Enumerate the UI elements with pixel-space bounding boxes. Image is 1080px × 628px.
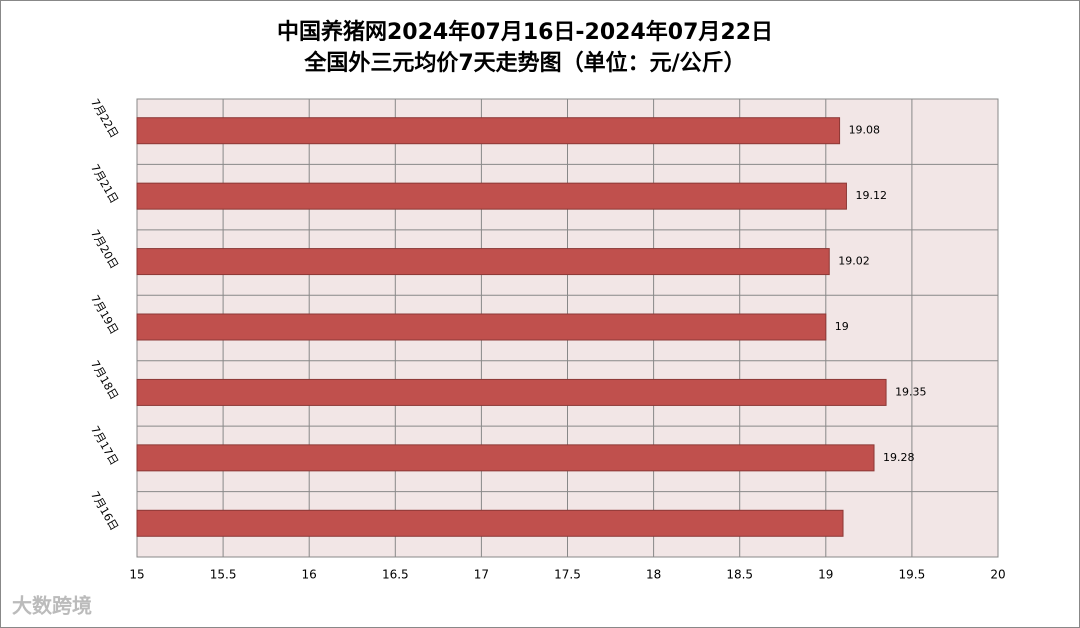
chart-subtitle: 全国外三元均价7天走势图（单位：元/公斤） [303, 50, 745, 76]
x-tick-label: 17 [474, 568, 489, 582]
x-tick-label: 20 [990, 568, 1005, 582]
data-label: 19.28 [883, 451, 915, 464]
bar [136, 117, 841, 145]
data-label: 19.35 [895, 385, 927, 398]
chart-title: 中国养猪网2024年07月16日-2024年07月22日 [277, 19, 773, 45]
bar [136, 182, 847, 210]
watermark: 大数跨境 [12, 594, 92, 618]
x-tick-label: 19.5 [899, 568, 926, 582]
x-tick-label: 16 [302, 568, 317, 582]
bar [136, 248, 830, 276]
x-tick-label: 15.5 [210, 568, 237, 582]
data-label: 19.12 [855, 189, 887, 202]
data-label: 19 [835, 320, 849, 333]
data-label: 19.08 [849, 124, 881, 137]
data-label: 19.02 [838, 255, 870, 268]
bar [136, 444, 875, 472]
x-tick-label: 18.5 [726, 568, 753, 582]
bar [136, 378, 887, 406]
bar [136, 313, 827, 341]
x-tick-label: 17.5 [554, 568, 581, 582]
x-tick-label: 15 [129, 568, 144, 582]
x-tick-label: 16.5 [382, 568, 409, 582]
x-tick-label: 19 [818, 568, 833, 582]
x-tick-label: 18 [646, 568, 661, 582]
bar [136, 509, 844, 537]
